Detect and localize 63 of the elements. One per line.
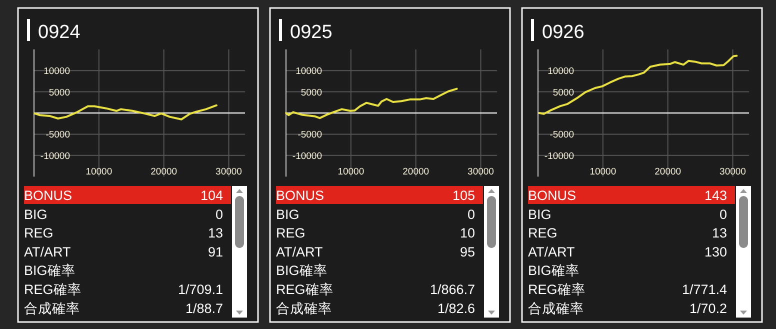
- x-tick-label: 20000: [402, 166, 430, 178]
- category-label: REG: [24, 226, 54, 241]
- text: 104: [200, 188, 223, 203]
- text: 105: [452, 188, 475, 203]
- text: 1/82.6: [437, 300, 475, 316]
- y-tick-label: 10000: [296, 66, 322, 78]
- x-tick-label: 30000: [216, 166, 242, 178]
- y-tick-label: 10000: [548, 66, 574, 78]
- y-tick-label: -5000: [46, 130, 70, 141]
- category-label: AT/ART: [528, 244, 575, 260]
- category-label: AT/ART: [24, 244, 71, 260]
- category-label: BONUS: [24, 188, 72, 203]
- text: 10: [460, 226, 475, 241]
- text: 13: [712, 226, 727, 241]
- text: 1/771.4: [682, 282, 727, 297]
- category-label: 合成確率: [528, 300, 584, 316]
- text: 1/70.2: [689, 300, 727, 316]
- text: 130: [704, 244, 727, 260]
- y-tick-label: -5000: [298, 130, 322, 141]
- y-tick-label: 10000: [44, 66, 70, 78]
- y-tick-label: 5000: [552, 87, 574, 98]
- category-label: BIG: [276, 206, 300, 222]
- text: 1/709.1: [178, 282, 223, 297]
- y-tick-label: 5000: [300, 87, 322, 98]
- category-label: BIG: [24, 206, 48, 222]
- y-tick-label: -5000: [550, 130, 574, 141]
- x-tick-label: 10000: [590, 166, 616, 178]
- category-label: BIG: [528, 206, 552, 222]
- x-tick-label: 30000: [468, 166, 494, 178]
- chart-title: 0926: [542, 22, 584, 43]
- text: 95: [460, 244, 475, 260]
- text: 91: [208, 244, 223, 260]
- chart-title: 0925: [290, 22, 332, 43]
- y-tick-label: -10000: [292, 150, 322, 162]
- y-tick-label: -10000: [544, 150, 574, 162]
- text: 143: [704, 188, 727, 203]
- text: 0: [215, 206, 223, 222]
- category-label: REG: [528, 226, 558, 241]
- x-tick-label: 10000: [86, 166, 112, 178]
- category-label: BONUS: [528, 188, 576, 203]
- x-tick-label: 20000: [150, 166, 178, 178]
- category-label: REG: [276, 226, 306, 241]
- category-label: REG確率: [528, 282, 586, 297]
- text: 0: [719, 206, 727, 222]
- category-label: AT/ART: [276, 244, 323, 260]
- chart-title: 0924: [38, 22, 81, 43]
- x-tick-label: 20000: [654, 166, 682, 178]
- x-tick-label: 10000: [338, 166, 364, 178]
- y-tick-label: -10000: [40, 150, 70, 162]
- category-label: 合成確率: [276, 300, 332, 316]
- text: 0: [467, 206, 475, 222]
- text: 1/866.7: [430, 282, 475, 297]
- category-label: REG確率: [24, 282, 82, 297]
- category-label: BIG確率: [528, 263, 580, 278]
- text: 13: [208, 226, 223, 241]
- text: 1/88.7: [185, 300, 223, 316]
- category-label: BIG確率: [276, 263, 328, 278]
- category-label: 合成確率: [24, 300, 80, 316]
- y-tick-label: 5000: [48, 87, 70, 98]
- category-label: REG確率: [276, 282, 334, 297]
- x-tick-label: 30000: [720, 166, 746, 178]
- category-label: BIG確率: [24, 263, 76, 278]
- category-label: BONUS: [276, 188, 324, 203]
